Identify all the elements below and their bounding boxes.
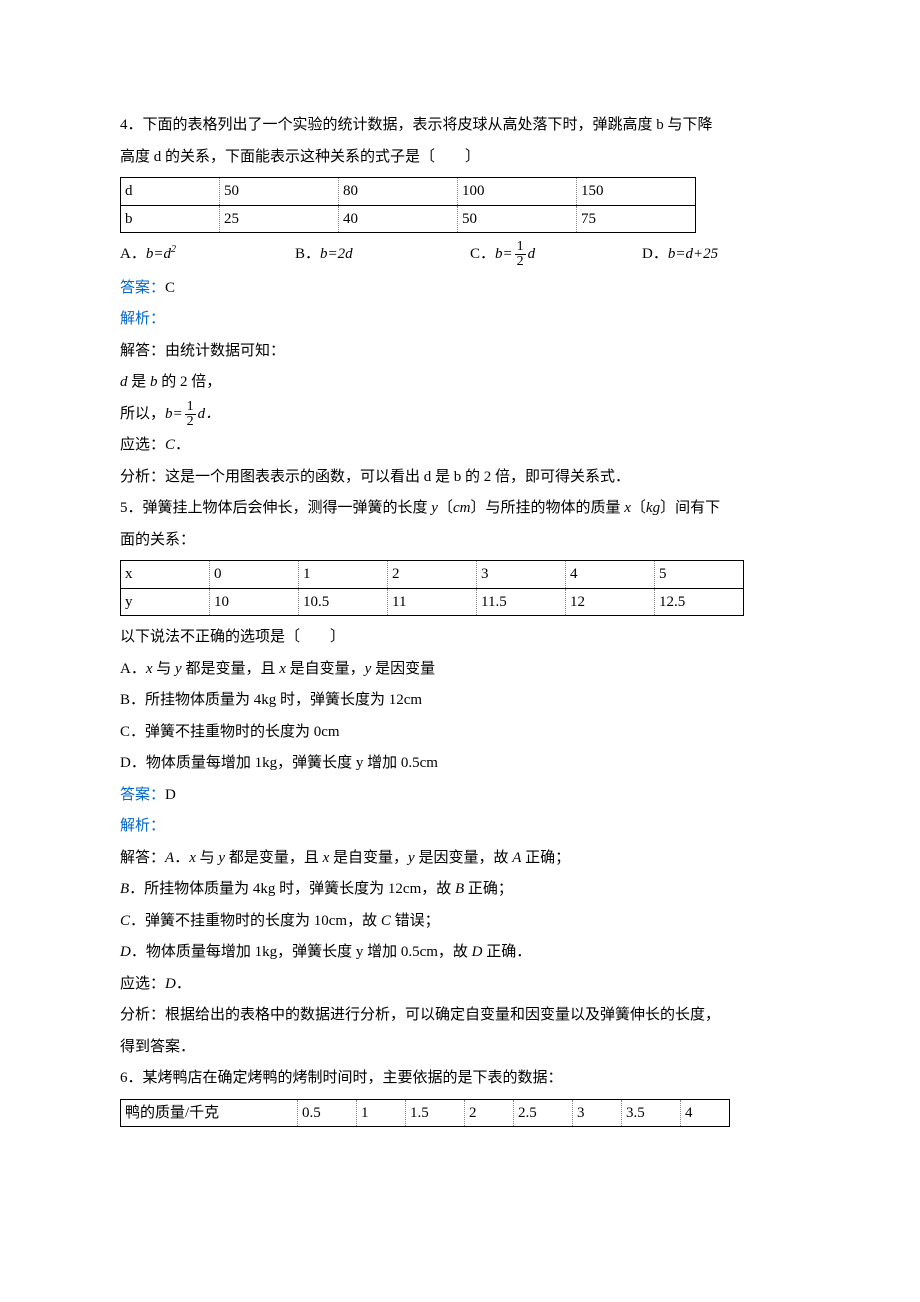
frac-den: 2 [515, 255, 526, 269]
choice-b-expr: b=2d [320, 246, 353, 262]
q4-sol-3: 所以，b=12d． [120, 399, 800, 431]
q5-opt-a: A．x 与 y 都是变量，且 x 是自变量，y 是因变量 [120, 654, 800, 686]
q4-sol3-pre: 所以， [120, 406, 165, 422]
q5-sol-3: C．弹簧不挂重物时的长度为 10cm，故 C 错误； [120, 906, 800, 938]
table-cell: 4 [681, 1099, 730, 1127]
table-row: x012345 [121, 561, 744, 589]
table-cell: 1 [299, 561, 388, 589]
choice-d-expr: b=d+25 [668, 246, 718, 262]
table-row: b25405075 [121, 205, 696, 233]
choice-a-expr: b=d [146, 246, 171, 262]
answer-label: 答案： [120, 280, 165, 296]
choice-b-label: B． [295, 246, 320, 262]
q5-jiexi: 解析： [120, 811, 800, 843]
table-cell: 3 [573, 1099, 622, 1127]
table-cell: 2.5 [514, 1099, 573, 1127]
table-cell: 鸭的质量/千克 [121, 1099, 298, 1127]
q4-sol3-lhs: b= [165, 399, 183, 431]
table-cell: 0.5 [298, 1099, 357, 1127]
table-cell: 11.5 [477, 588, 566, 616]
answer-value: C [165, 280, 175, 296]
q5-prompt-1: 5．弹簧挂上物体后会伸长，测得一弹簧的长度 y〔cm〕与所挂的物体的质量 x〔k… [120, 493, 800, 525]
table-cell: 10 [210, 588, 299, 616]
table-cell: 150 [577, 178, 696, 206]
q4-table: d5080100150b25405075 [120, 177, 696, 233]
choice-a-sup: 2 [171, 244, 176, 255]
q4-sol3-rhs: d． [198, 399, 221, 431]
q4-choice-d: D．b=d+25 [642, 239, 718, 271]
table-cell: 12.5 [655, 588, 744, 616]
q4-sol-1: 解答：由统计数据可知： [120, 336, 800, 368]
q5-opt-d: D．物体质量每增加 1kg，弹簧长度 y 增加 0.5cm [120, 748, 800, 780]
table-cell: 3.5 [622, 1099, 681, 1127]
table-row: y1010.51111.51212.5 [121, 588, 744, 616]
q5-sol-2: B．所挂物体质量为 4kg 时，弹簧长度为 12cm，故 B 正确； [120, 874, 800, 906]
table-cell: 0 [210, 561, 299, 589]
table-cell: 11 [388, 588, 477, 616]
q5-sol-4: D．物体质量每增加 1kg，弹簧长度 y 增加 0.5cm，故 D 正确． [120, 937, 800, 969]
table-cell: 4 [566, 561, 655, 589]
table-cell: 25 [220, 205, 339, 233]
answer-label: 答案： [120, 787, 165, 803]
q4-choice-b: B．b=2d [295, 239, 470, 271]
table-cell: 2 [465, 1099, 514, 1127]
table-cell: 5 [655, 561, 744, 589]
q5-sol-1: 解答：A．x 与 y 都是变量，且 x 是自变量，y 是因变量，故 A 正确； [120, 843, 800, 875]
q4-prompt-1: 4．下面的表格列出了一个实验的统计数据，表示将皮球从高处落下时，弹跳高度 b 与… [120, 110, 800, 142]
q4-choices: A．b=d2 B．b=2d C．b=12d D．b=d+25 [120, 239, 800, 271]
table-cell: 50 [458, 205, 577, 233]
q5-prompt-2: 面的关系： [120, 525, 800, 557]
answer-value: D [165, 787, 176, 803]
choice-d-label: D． [642, 246, 668, 262]
frac-den: 2 [185, 415, 196, 429]
table-row: d5080100150 [121, 178, 696, 206]
q4-sol-2: d 是 b 的 2 倍， [120, 367, 800, 399]
q4-sol-4: 应选：C． [120, 430, 800, 462]
q5-sol-5: 应选：D． [120, 969, 800, 1001]
table-cell: 10.5 [299, 588, 388, 616]
q4-choice-c: C．b=12d [470, 239, 642, 271]
q5-question: 以下说法不正确的选项是〔 〕 [120, 622, 800, 654]
q5-opt-c: C．弹簧不挂重物时的长度为 0cm [120, 717, 800, 749]
document-page: 4．下面的表格列出了一个实验的统计数据，表示将皮球从高处落下时，弹跳高度 b 与… [0, 0, 920, 1302]
table-cell: 1.5 [406, 1099, 465, 1127]
table-cell: 3 [477, 561, 566, 589]
q5-sol-7: 得到答案． [120, 1032, 800, 1064]
table-cell: 1 [357, 1099, 406, 1127]
choice-c-rhs: d [528, 239, 536, 271]
table-cell: 40 [339, 205, 458, 233]
q4-jiexi: 解析： [120, 304, 800, 336]
table-cell: b [121, 205, 220, 233]
frac-num: 1 [515, 240, 526, 255]
q6-table: 鸭的质量/千克0.511.522.533.54 [120, 1099, 730, 1128]
table-cell: 50 [220, 178, 339, 206]
frac-num: 1 [185, 400, 196, 415]
q4-sol-5: 分析：这是一个用图表表示的函数，可以看出 d 是 b 的 2 倍，即可得关系式． [120, 462, 800, 494]
q4-choice-a: A．b=d2 [120, 239, 295, 271]
choice-c-label: C． [470, 246, 495, 262]
table-cell: d [121, 178, 220, 206]
choice-a-label: A． [120, 246, 146, 262]
table-cell: 100 [458, 178, 577, 206]
fraction: 12 [515, 240, 526, 269]
q5-sol-6: 分析：根据给出的表格中的数据进行分析，可以确定自变量和因变量以及弹簧伸长的长度， [120, 1000, 800, 1032]
table-row: 鸭的质量/千克0.511.522.533.54 [121, 1099, 730, 1127]
table-cell: 2 [388, 561, 477, 589]
q6-prompt: 6．某烤鸭店在确定烤鸭的烤制时间时，主要依据的是下表的数据： [120, 1063, 800, 1095]
q4-answer: 答案：C [120, 273, 800, 305]
table-cell: x [121, 561, 210, 589]
table-cell: 75 [577, 205, 696, 233]
q5-answer: 答案：D [120, 780, 800, 812]
fraction: 12 [185, 400, 196, 429]
table-cell: 12 [566, 588, 655, 616]
choice-c-lhs: b= [495, 239, 513, 271]
q5-opt-b: B．所挂物体质量为 4kg 时，弹簧长度为 12cm [120, 685, 800, 717]
table-cell: y [121, 588, 210, 616]
table-cell: 80 [339, 178, 458, 206]
q4-prompt-2: 高度 d 的关系，下面能表示这种关系的式子是〔 〕 [120, 142, 800, 174]
q5-table: x012345y1010.51111.51212.5 [120, 560, 744, 616]
